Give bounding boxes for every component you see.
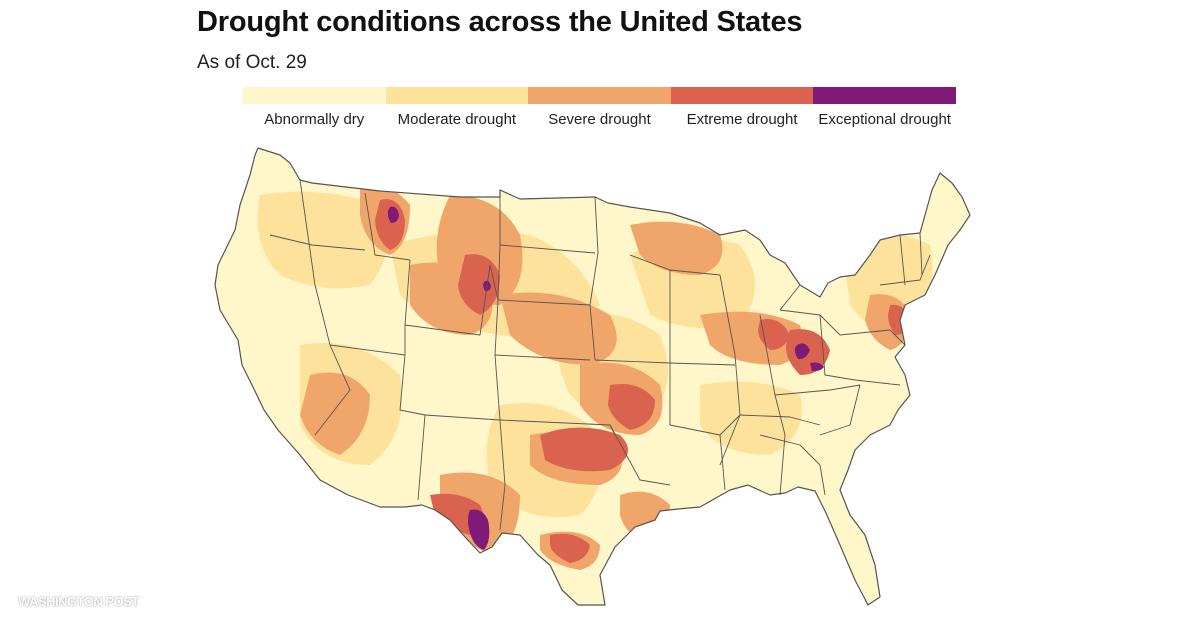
legend-swatch-severe-drought xyxy=(528,87,671,104)
legend-swatch-exceptional-drought xyxy=(813,87,956,104)
drought-legend: Abnormally dry Moderate drought Severe d… xyxy=(243,87,956,128)
us-drought-map xyxy=(214,147,971,606)
drought-layers xyxy=(215,148,970,605)
publisher-credit: WASHINGTON POST xyxy=(18,594,139,609)
exceptional-drought-areas xyxy=(387,206,824,550)
map-subtitle: As of Oct. 29 xyxy=(197,52,307,73)
legend-label-moderate-drought: Moderate drought xyxy=(397,111,517,128)
legend-label-extreme-drought: Extreme drought xyxy=(686,111,798,128)
legend-swatch-extreme-drought xyxy=(670,87,814,104)
legend-color-bar xyxy=(243,87,956,104)
legend-label-severe-drought: Severe drought xyxy=(548,111,651,128)
legend-swatch-abnormally-dry xyxy=(243,87,386,104)
legend-label-exceptional-drought: Exceptional drought xyxy=(818,111,951,128)
legend-swatch-moderate-drought xyxy=(385,87,529,104)
state-borders xyxy=(214,147,971,606)
legend-label-abnormally-dry: Abnormally dry xyxy=(264,111,365,128)
map-title: Drought conditions across the United Sta… xyxy=(197,6,803,38)
